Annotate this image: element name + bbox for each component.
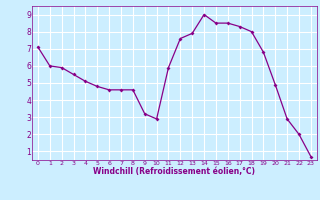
X-axis label: Windchill (Refroidissement éolien,°C): Windchill (Refroidissement éolien,°C) xyxy=(93,167,255,176)
